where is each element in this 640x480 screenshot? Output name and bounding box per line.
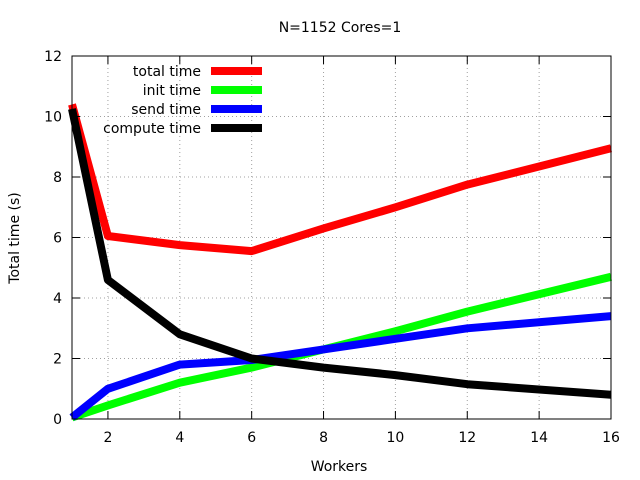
x-tick-label: 14 — [530, 430, 548, 446]
x-tick-label: 16 — [602, 430, 620, 446]
x-axis-title: Workers — [311, 459, 368, 475]
grid — [72, 56, 611, 419]
legend-label: compute time — [103, 121, 201, 137]
chart-title: N=1152 Cores=1 — [279, 20, 402, 36]
legend-label: send time — [131, 102, 201, 118]
x-tick-label: 8 — [319, 430, 328, 446]
ticks: 0 2 4 6 8 10 12 2 4 6 8 10 12 14 16 — [44, 49, 620, 446]
series-line-compute-time — [68, 108, 612, 399]
x-tick-label: 2 — [103, 430, 112, 446]
x-tick-label: 10 — [386, 430, 404, 446]
series-line-send-time — [69, 312, 612, 421]
y-tick-label: 0 — [53, 412, 62, 428]
y-tick-label: 12 — [44, 49, 62, 65]
x-tick-label: 6 — [247, 430, 256, 446]
y-tick-label: 4 — [53, 291, 62, 307]
series-lines — [68, 103, 612, 422]
y-tick-label: 2 — [53, 352, 62, 368]
x-tick-label: 12 — [458, 430, 476, 446]
x-tick-label: 4 — [175, 430, 184, 446]
y-axis-title: Total time (s) — [7, 192, 23, 284]
y-tick-label: 6 — [53, 231, 62, 247]
series-line-total-time — [68, 103, 612, 256]
y-tick-label: 10 — [44, 110, 62, 126]
legend-label: total time — [133, 64, 201, 80]
y-tick-label: 8 — [53, 170, 62, 186]
legend: total time init time send time compute time — [103, 64, 262, 137]
legend-label: init time — [143, 83, 201, 99]
